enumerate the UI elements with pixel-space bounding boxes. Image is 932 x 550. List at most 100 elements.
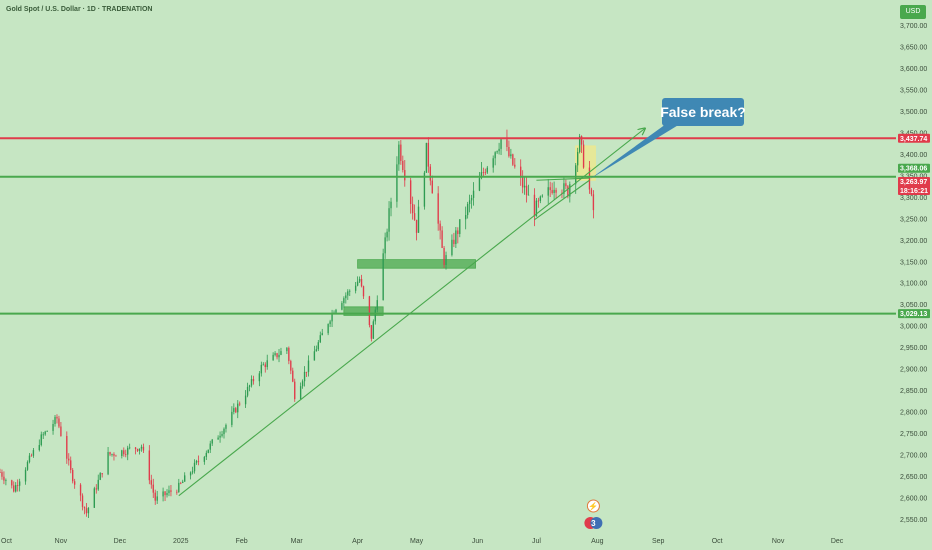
candle-158 — [431, 175, 433, 194]
candle-152 — [415, 219, 418, 241]
callout-pointer — [589, 124, 680, 180]
y-tick-label: 3,500.00 — [900, 109, 927, 116]
candle-139 — [382, 248, 384, 301]
candle-124 — [341, 301, 343, 311]
candle-21 — [56, 414, 58, 424]
events-layer[interactable]: ⚡3 — [584, 499, 603, 529]
svg-text:3,368.06: 3,368.06 — [900, 166, 927, 173]
candle-163 — [445, 251, 447, 270]
candle-93 — [252, 375, 255, 385]
candle-71 — [193, 459, 196, 474]
resistance-tag: 3,437.74 — [898, 133, 930, 143]
candle-171 — [468, 194, 471, 213]
support-lower-tag: 3,029.13 — [898, 309, 930, 319]
candle-96 — [262, 362, 264, 366]
svg-text:3,263.97: 3,263.97 — [900, 179, 927, 186]
candle-106 — [290, 359, 292, 375]
candle-132 — [360, 274, 363, 288]
x-tick-aug: Aug — [591, 538, 604, 545]
x-tick-2025: 2025 — [173, 538, 189, 545]
candle-170 — [466, 201, 469, 219]
candle-90 — [246, 382, 249, 398]
candle-35 — [95, 484, 97, 494]
candle-131 — [358, 276, 361, 283]
candle-112 — [305, 371, 308, 377]
candle-202 — [553, 181, 555, 200]
candle-32 — [85, 503, 88, 517]
candle-147 — [402, 155, 404, 173]
candle-185 — [508, 140, 510, 158]
candle-159 — [437, 186, 439, 231]
candle-73 — [197, 455, 200, 466]
candle-27 — [72, 467, 74, 484]
candle-193 — [527, 184, 530, 196]
candle-142 — [388, 201, 390, 241]
y-tick-label: 2,700.00 — [900, 452, 927, 459]
candle-205 — [563, 177, 565, 200]
price-tag-last: 3,263.97 18:16:21 — [898, 177, 930, 196]
demand-zone-upper[interactable] — [357, 259, 476, 269]
candle-59 — [162, 487, 164, 502]
candle-50 — [136, 448, 139, 453]
candle-190 — [521, 170, 524, 194]
y-tick-label: 3,050.00 — [900, 302, 927, 309]
candle-40 — [109, 451, 111, 457]
candle-150 — [411, 196, 414, 220]
candle-42 — [113, 452, 115, 461]
x-tick-dec: Dec — [831, 538, 844, 545]
candle-160 — [439, 220, 441, 240]
candle-80 — [219, 431, 221, 443]
candle-99 — [272, 352, 274, 361]
candle-107 — [292, 367, 294, 383]
candle-94 — [258, 371, 261, 387]
candle-168 — [459, 219, 461, 238]
main-trendline[interactable] — [178, 129, 645, 497]
candle-172 — [470, 194, 473, 209]
y-tick-label: 2,650.00 — [900, 474, 927, 481]
candle-3 — [5, 478, 7, 486]
candle-76 — [207, 449, 209, 454]
candle-61 — [166, 489, 168, 498]
flag-lower-line[interactable] — [534, 179, 590, 221]
time-axis[interactable]: Oct Nov Dec 2025 Feb Mar Apr May Jun Jul Aug Sep Oct… — [1, 538, 844, 545]
currency-button[interactable]: USD — [900, 5, 926, 19]
candle-54 — [148, 445, 151, 485]
candle-46 — [125, 449, 127, 458]
candle-194 — [533, 188, 536, 227]
candle-203 — [555, 187, 557, 200]
candle-118 — [321, 328, 323, 336]
candle-115 — [315, 345, 318, 352]
candle-92 — [250, 375, 253, 388]
candle-153 — [417, 199, 420, 233]
candle-39 — [107, 446, 109, 476]
candle-53 — [142, 443, 145, 454]
candle-15 — [40, 431, 42, 447]
event-lightning-icon[interactable]: ⚡ — [586, 499, 600, 513]
candle-192 — [525, 176, 528, 203]
demand-zone-lower[interactable] — [343, 306, 384, 316]
candle-211 — [578, 133, 581, 154]
candle-79 — [217, 435, 219, 440]
candle-105 — [288, 346, 290, 365]
candle-114 — [313, 345, 316, 361]
candle-24 — [66, 431, 68, 464]
y-tick-label: 3,600.00 — [900, 66, 927, 73]
candle-6 — [15, 482, 17, 493]
candle-100 — [274, 351, 276, 357]
candle-57 — [154, 489, 156, 505]
candle-201 — [551, 182, 553, 195]
candle-174 — [478, 172, 481, 192]
callout-layer[interactable]: False break? — [589, 98, 746, 180]
price-axis[interactable]: 2,550.00 2,600.00 2,650.00 2,700.00 2,750.00… — [898, 23, 930, 524]
candle-18 — [46, 430, 48, 432]
flag-upper-line[interactable] — [536, 177, 590, 181]
svg-text:3,437.74: 3,437.74 — [900, 136, 927, 143]
event-flag-icon[interactable]: 3 — [584, 517, 603, 529]
candle-157 — [429, 163, 432, 186]
callout-box[interactable] — [662, 98, 744, 126]
candle-134 — [368, 295, 371, 328]
candle-22 — [58, 415, 60, 429]
